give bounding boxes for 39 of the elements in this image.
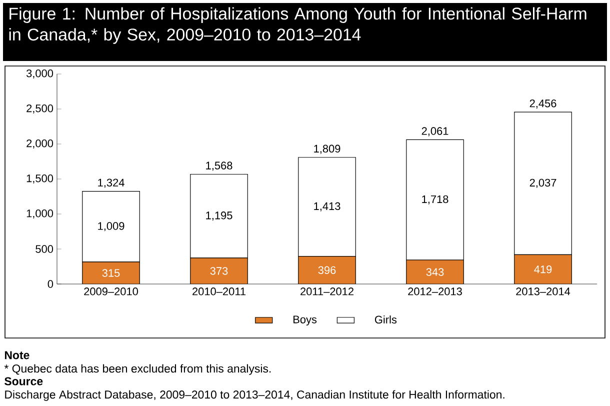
y-tick-label: 1,000: [26, 209, 54, 219]
data-label: 419: [534, 265, 552, 274]
y-tick-label: 2,000: [26, 139, 54, 149]
x-tick-label: 2010–2011: [192, 288, 246, 296]
bar: [298, 256, 356, 284]
text: Note: [4, 351, 30, 360]
chart-title: Figure 1: Number of Hospitalizations Among Youth for Intentional Self-Harm in Canada,* by Sex, 2009–2010 to 2013–2014: [9, 7, 586, 44]
y-tick-label: 0: [48, 280, 54, 288]
data-label: 1,718: [422, 195, 448, 204]
text: Source: [4, 377, 43, 386]
data-label: 2,037: [530, 178, 556, 188]
data-label: 373: [210, 267, 228, 275]
y-tick-label: 500: [36, 245, 54, 253]
data-label: 1,413: [314, 202, 340, 212]
y-tick-label: 3,000: [26, 69, 54, 79]
x-tick-label: 2011–2012: [300, 288, 354, 296]
x-tick-label: 2013–2014: [516, 288, 570, 296]
total-label: 1,809: [314, 144, 340, 154]
y-tick-label: 2,500: [26, 104, 54, 114]
text: * Quebec data has been excluded from this analysis.: [4, 364, 271, 375]
x-tick-label: 2012–2013: [408, 288, 462, 296]
bar: [190, 258, 248, 284]
x-tick-label: 2009–2010: [84, 288, 138, 296]
legend-label: Boys: [294, 316, 317, 326]
bar: [406, 260, 464, 284]
text: Discharge Abstract Database, 2009–2010 to 2013–2014, Canadian Institute for Health Information.: [5, 390, 504, 401]
data-label: 1,195: [206, 212, 232, 221]
total-label: 2,061: [422, 127, 448, 136]
bar: [514, 254, 572, 284]
y-tick-label: 1,500: [26, 174, 54, 184]
data-label: 396: [318, 266, 336, 274]
bar: [82, 262, 140, 284]
data-label: 315: [102, 269, 120, 277]
total-label: 1,324: [98, 178, 124, 188]
legend-label: Girls: [374, 315, 397, 324]
data-label: 1,009: [98, 222, 124, 232]
data-label: 343: [426, 268, 444, 276]
total-label: 2,456: [530, 100, 556, 109]
total-label: 1,568: [206, 162, 232, 171]
